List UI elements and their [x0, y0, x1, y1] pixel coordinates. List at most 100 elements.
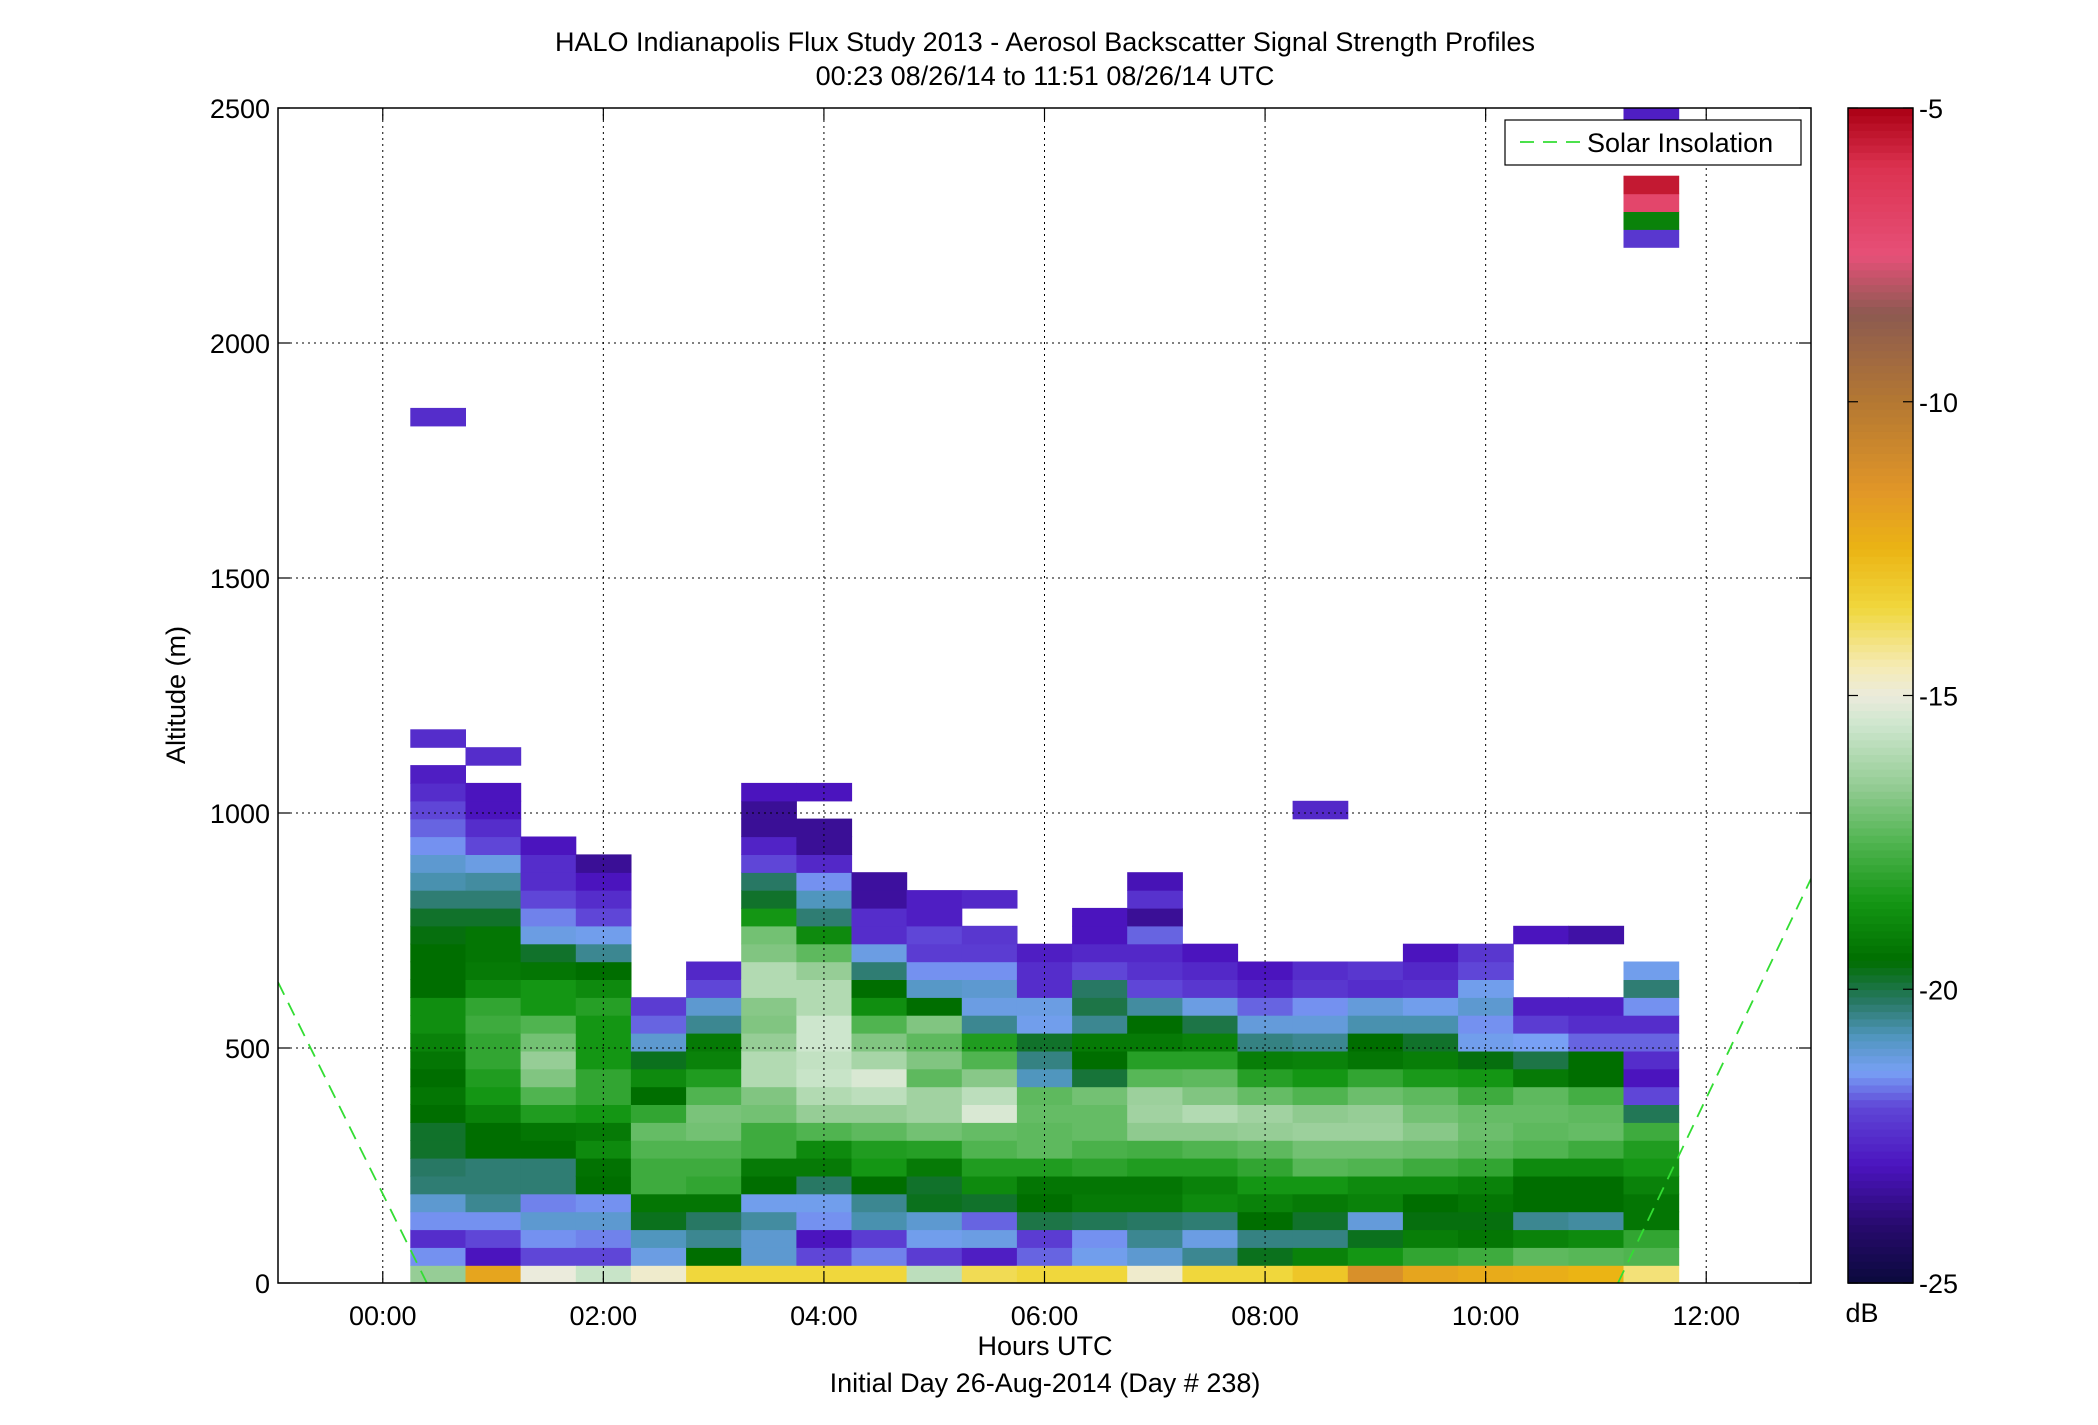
colorbar-strip: [1848, 482, 1913, 491]
heatmap-cell: [1347, 1229, 1404, 1248]
heatmap-cell: [465, 979, 522, 998]
heatmap-cell: [851, 872, 908, 891]
heatmap-cell: [1127, 1158, 1183, 1177]
heatmap-cell: [520, 1175, 577, 1195]
heatmap-cell: [1402, 943, 1459, 963]
heatmap-cell: [906, 1211, 963, 1231]
heatmap-cell: [520, 1033, 577, 1052]
colorbar-strip: [1848, 607, 1913, 616]
colorbar-strip: [1848, 1099, 1913, 1108]
heatmap-cell: [686, 1104, 742, 1123]
heatmap-cell: [410, 979, 466, 998]
heatmap-cell: [575, 1122, 632, 1141]
heatmap-cell: [410, 1158, 466, 1177]
colorbar-strip: [1848, 732, 1913, 741]
heatmap-cell: [520, 943, 577, 963]
heatmap-cell: [961, 890, 1018, 909]
heatmap-cell: [851, 1015, 908, 1034]
colorbar-strip: [1848, 357, 1913, 366]
heatmap-cell: [1458, 1140, 1514, 1159]
colorbar-strip: [1848, 1158, 1913, 1167]
x-axis-label: Hours UTC: [977, 1331, 1112, 1361]
chart-subtitle: 00:23 08/26/14 to 11:51 08/26/14 UTC: [816, 61, 1275, 91]
heatmap-cell: [410, 836, 466, 855]
heatmap-cell: [1182, 1158, 1239, 1177]
y-axis-label: Altitude (m): [161, 626, 191, 764]
heatmap-cell: [630, 1265, 687, 1283]
heatmap-cell: [906, 1193, 963, 1213]
heatmap-cell: [410, 1193, 466, 1213]
heatmap-cell: [741, 1140, 797, 1159]
colorbar-strip: [1848, 401, 1913, 410]
heatmap-cell: [465, 1211, 522, 1231]
heatmap-cell: [1402, 1140, 1459, 1159]
heatmap-cell: [796, 979, 853, 998]
heatmap-cell: [1016, 997, 1073, 1016]
heatmap-cell: [520, 1050, 577, 1070]
heatmap-cell: [575, 890, 632, 909]
colorbar-strip: [1848, 306, 1913, 315]
heatmap-cell: [520, 1158, 577, 1177]
heatmap-cell: [575, 1229, 632, 1248]
heatmap-cell: [1182, 1175, 1239, 1195]
colorbar-strip: [1848, 365, 1913, 374]
heatmap-cell: [1072, 925, 1128, 945]
colorbar-strip: [1848, 666, 1913, 675]
heatmap-cell: [520, 854, 577, 873]
heatmap-cell: [410, 854, 466, 873]
heatmap-cell: [1292, 1104, 1349, 1123]
heatmap-cell: [851, 1140, 908, 1159]
heatmap-cell: [1127, 1175, 1183, 1195]
heatmap-cell: [1402, 1175, 1459, 1195]
heatmap-cell: [520, 872, 577, 891]
heatmap-cell: [1237, 1033, 1294, 1052]
colorbar-strip: [1848, 269, 1913, 278]
colorbar-strip: [1848, 614, 1913, 623]
heatmap-cell: [520, 1068, 577, 1088]
heatmap-cell: [796, 1033, 853, 1052]
heatmap-cell: [1623, 1050, 1680, 1070]
colorbar-strip: [1848, 1092, 1913, 1101]
colorbar-strip: [1848, 813, 1913, 822]
heatmap-cell: [575, 1068, 632, 1088]
colorbar-strip: [1848, 350, 1913, 359]
colorbar-strip: [1848, 533, 1913, 543]
heatmap-cell: [686, 1193, 742, 1213]
heatmap-cell: [1402, 1122, 1459, 1141]
heatmap-cell: [1513, 1265, 1569, 1283]
heatmap-cell: [741, 854, 797, 873]
x-tick-label: 12:00: [1672, 1301, 1740, 1331]
colorbar-strip: [1848, 1224, 1913, 1233]
heatmap-cell: [741, 925, 797, 945]
heatmap-cell: [410, 782, 466, 802]
heatmap-cell: [410, 1140, 466, 1159]
heatmap-cell: [906, 1050, 963, 1070]
colorbar-strip: [1848, 959, 1913, 969]
heatmap-cell: [961, 979, 1018, 998]
heatmap-cell: [1568, 1068, 1625, 1088]
heatmap-cell: [465, 943, 522, 963]
heatmap-cell: [741, 961, 797, 980]
heatmap-cell: [465, 890, 522, 909]
heatmap-cell: [410, 1265, 466, 1283]
heatmap-cell: [520, 1229, 577, 1248]
heatmap-cell: [1182, 1050, 1239, 1070]
y-tick-label: 500: [225, 1034, 270, 1064]
heatmap-cell: [1568, 1158, 1625, 1177]
heatmap-cell: [796, 1140, 853, 1159]
grid-lines: [278, 107, 1811, 1284]
heatmap-cell: [520, 1086, 577, 1105]
colorbar-strip: [1848, 1268, 1913, 1277]
heatmap-cell: [1127, 890, 1183, 909]
heatmap-cell: [575, 943, 632, 963]
heatmap-cell: [686, 1122, 742, 1141]
heatmap-cell: [520, 1265, 577, 1283]
heatmap-cell: [520, 1247, 577, 1266]
heatmap-cell: [1016, 1015, 1073, 1034]
heatmap-cell: [1292, 1229, 1349, 1248]
heatmap-cell: [1402, 961, 1459, 980]
heatmap-cell: [851, 997, 908, 1016]
colorbar-strip: [1848, 196, 1913, 205]
heatmap-cell: [575, 1211, 632, 1231]
heatmap-cell: [1072, 1247, 1128, 1266]
